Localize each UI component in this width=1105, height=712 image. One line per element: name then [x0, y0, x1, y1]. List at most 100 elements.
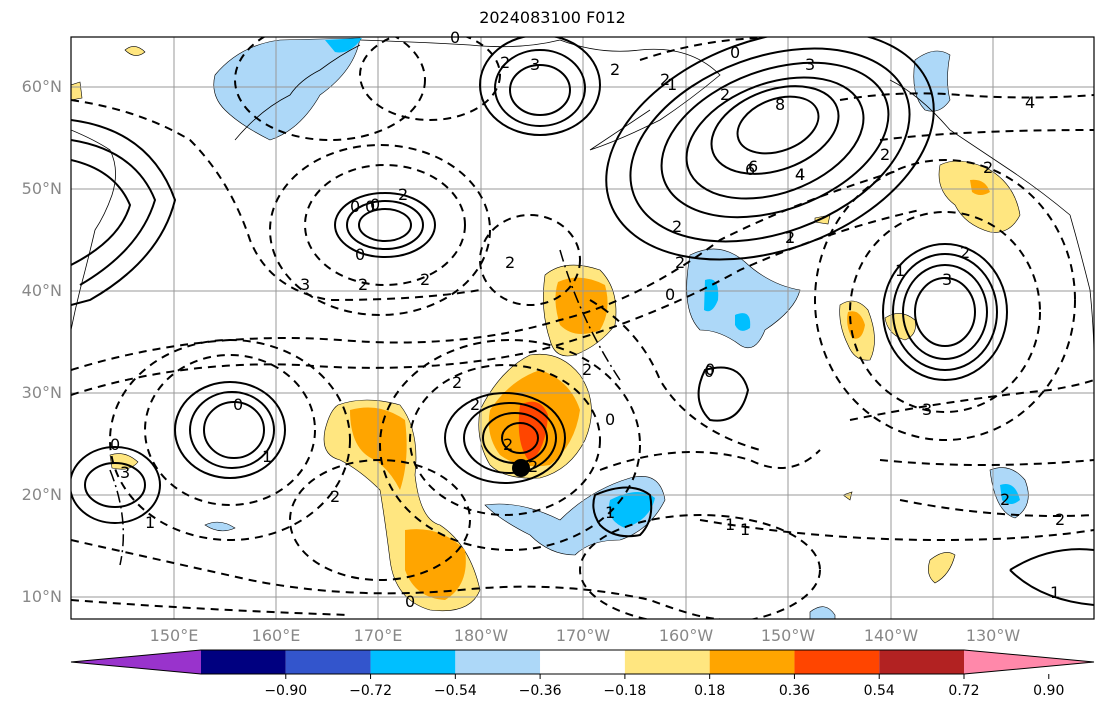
- colorbar-tick-label: −0.18: [603, 683, 647, 699]
- contour-label: 2: [1000, 490, 1010, 509]
- contour-label: 1: [605, 503, 615, 522]
- negative-anomaly-patch: [913, 50, 951, 112]
- lat-tick-label: 30°N: [21, 383, 62, 402]
- storm-center-marker: [512, 459, 530, 477]
- contour-label: 0: [605, 410, 615, 429]
- height-contour-solid: [479, 37, 601, 136]
- colorbar-segment: [964, 650, 1094, 674]
- height-contour-solid: [710, 85, 840, 175]
- height-contour-zero: [559, 249, 621, 381]
- contour-label: 3: [530, 55, 540, 74]
- height-contour-dashed: [409, 364, 601, 516]
- positive-anomaly-patch: [518, 401, 548, 462]
- contour-label: 2: [470, 395, 480, 414]
- colorbar-segment: [455, 650, 541, 674]
- colorbar-segment: [709, 650, 795, 674]
- contour-label: 0: [355, 245, 365, 264]
- height-contour-dashed: [71, 209, 921, 396]
- contour-label: 2: [358, 275, 368, 294]
- colorbar-segment: [624, 650, 710, 674]
- positive-anomaly-patch: [71, 81, 83, 101]
- contour-label: 0: [110, 435, 120, 454]
- height-contour-dashed: [71, 169, 901, 371]
- negative-anomaly-patch: [735, 313, 751, 331]
- positive-anomaly-patch: [928, 552, 956, 584]
- height-contour-solid: [71, 119, 177, 306]
- contour-label: 0: [370, 195, 380, 214]
- negative-anomaly-patch: [204, 521, 236, 532]
- contour-label: 4: [795, 165, 805, 184]
- height-contour-solid: [71, 446, 161, 524]
- height-contour-dashed: [839, 92, 1094, 101]
- height-contour-solid: [629, 47, 911, 243]
- positive-anomaly-patch: [124, 46, 146, 56]
- colorbar-tick-label: 0.18: [694, 683, 726, 699]
- contour-label: 1: [785, 228, 795, 247]
- contour-label: 2: [420, 270, 430, 289]
- contour-label: 2: [582, 360, 592, 379]
- height-contour-solid: [902, 264, 988, 360]
- coastlines: [71, 39, 1094, 361]
- height-contour-solid: [346, 200, 424, 250]
- contour-label: 1: [145, 513, 155, 532]
- contour-label: 0: [665, 285, 675, 304]
- height-contour-solid: [203, 401, 265, 459]
- lon-tick-label: 160°W: [658, 626, 714, 645]
- height-contour-solid: [914, 277, 976, 347]
- positive-anomaly-patch: [970, 179, 990, 195]
- height-contour-solid: [605, 37, 935, 261]
- height-contour-dashed: [879, 459, 1094, 466]
- lon-tick-label: 150°E: [149, 626, 199, 645]
- height-contour-zero: [109, 469, 125, 566]
- height-contour-dashed: [849, 211, 1041, 413]
- height-contour-solid: [494, 49, 586, 127]
- height-contour-solid: [189, 391, 275, 469]
- contour-label: 0: [405, 592, 415, 611]
- contour-label: 3: [942, 270, 952, 289]
- lat-tick-label: 50°N: [21, 179, 62, 198]
- height-contour-solid: [685, 76, 865, 200]
- height-contour-dashed: [849, 379, 1094, 421]
- contour-label: 1: [725, 515, 735, 534]
- height-contour-dashed: [109, 339, 351, 541]
- contour-label: 2: [452, 373, 462, 392]
- height-contour-solid: [463, 402, 557, 474]
- contour-label: 3: [922, 400, 932, 419]
- kamchatka-coastline: [234, 44, 361, 141]
- height-contour-dashed: [599, 449, 821, 471]
- colorbar-tick-label: −0.90: [264, 683, 308, 699]
- colorbar-segment: [201, 650, 286, 674]
- contour-label: 6: [745, 160, 755, 179]
- height-contour-solid: [697, 366, 750, 422]
- height-contour-dashed: [289, 459, 471, 581]
- contour-label: 2: [1055, 510, 1065, 529]
- contour-label: 2: [330, 487, 340, 506]
- height-contour-dashed: [71, 99, 481, 302]
- contour-label: 0: [730, 43, 740, 62]
- contour-label: 2: [528, 457, 538, 476]
- negative-anomaly-patch: [213, 37, 361, 141]
- contour-label: 1: [740, 520, 750, 539]
- lon-tick-label: 170°W: [555, 626, 611, 645]
- height-contour-dashed: [71, 539, 721, 619]
- height-contour-dashed: [479, 214, 581, 306]
- contour-label: 2: [675, 253, 685, 272]
- height-contour-solid: [592, 486, 653, 538]
- height-contour-solid: [444, 392, 566, 484]
- map-frame: [70, 36, 1095, 620]
- contour-label: 2: [720, 85, 730, 104]
- colorbar-segment: [540, 650, 625, 674]
- height-contour-dashed: [144, 354, 316, 506]
- alaska-panhandle-coastline: [889, 79, 1071, 216]
- colorbar-tick-label: −0.72: [349, 683, 392, 699]
- height-contour-dashed: [269, 144, 491, 316]
- colorbar: [70, 649, 1095, 679]
- contour-label: 0: [350, 197, 360, 216]
- colorbar-tick-label: 0.72: [948, 683, 980, 699]
- colorbar-tick-label: 0.90: [1033, 683, 1065, 699]
- colorbar-outline: [70, 649, 1095, 675]
- height-contour-solid: [358, 208, 412, 242]
- contour-label: 4: [1025, 93, 1035, 112]
- alaska-coastline: [559, 39, 721, 151]
